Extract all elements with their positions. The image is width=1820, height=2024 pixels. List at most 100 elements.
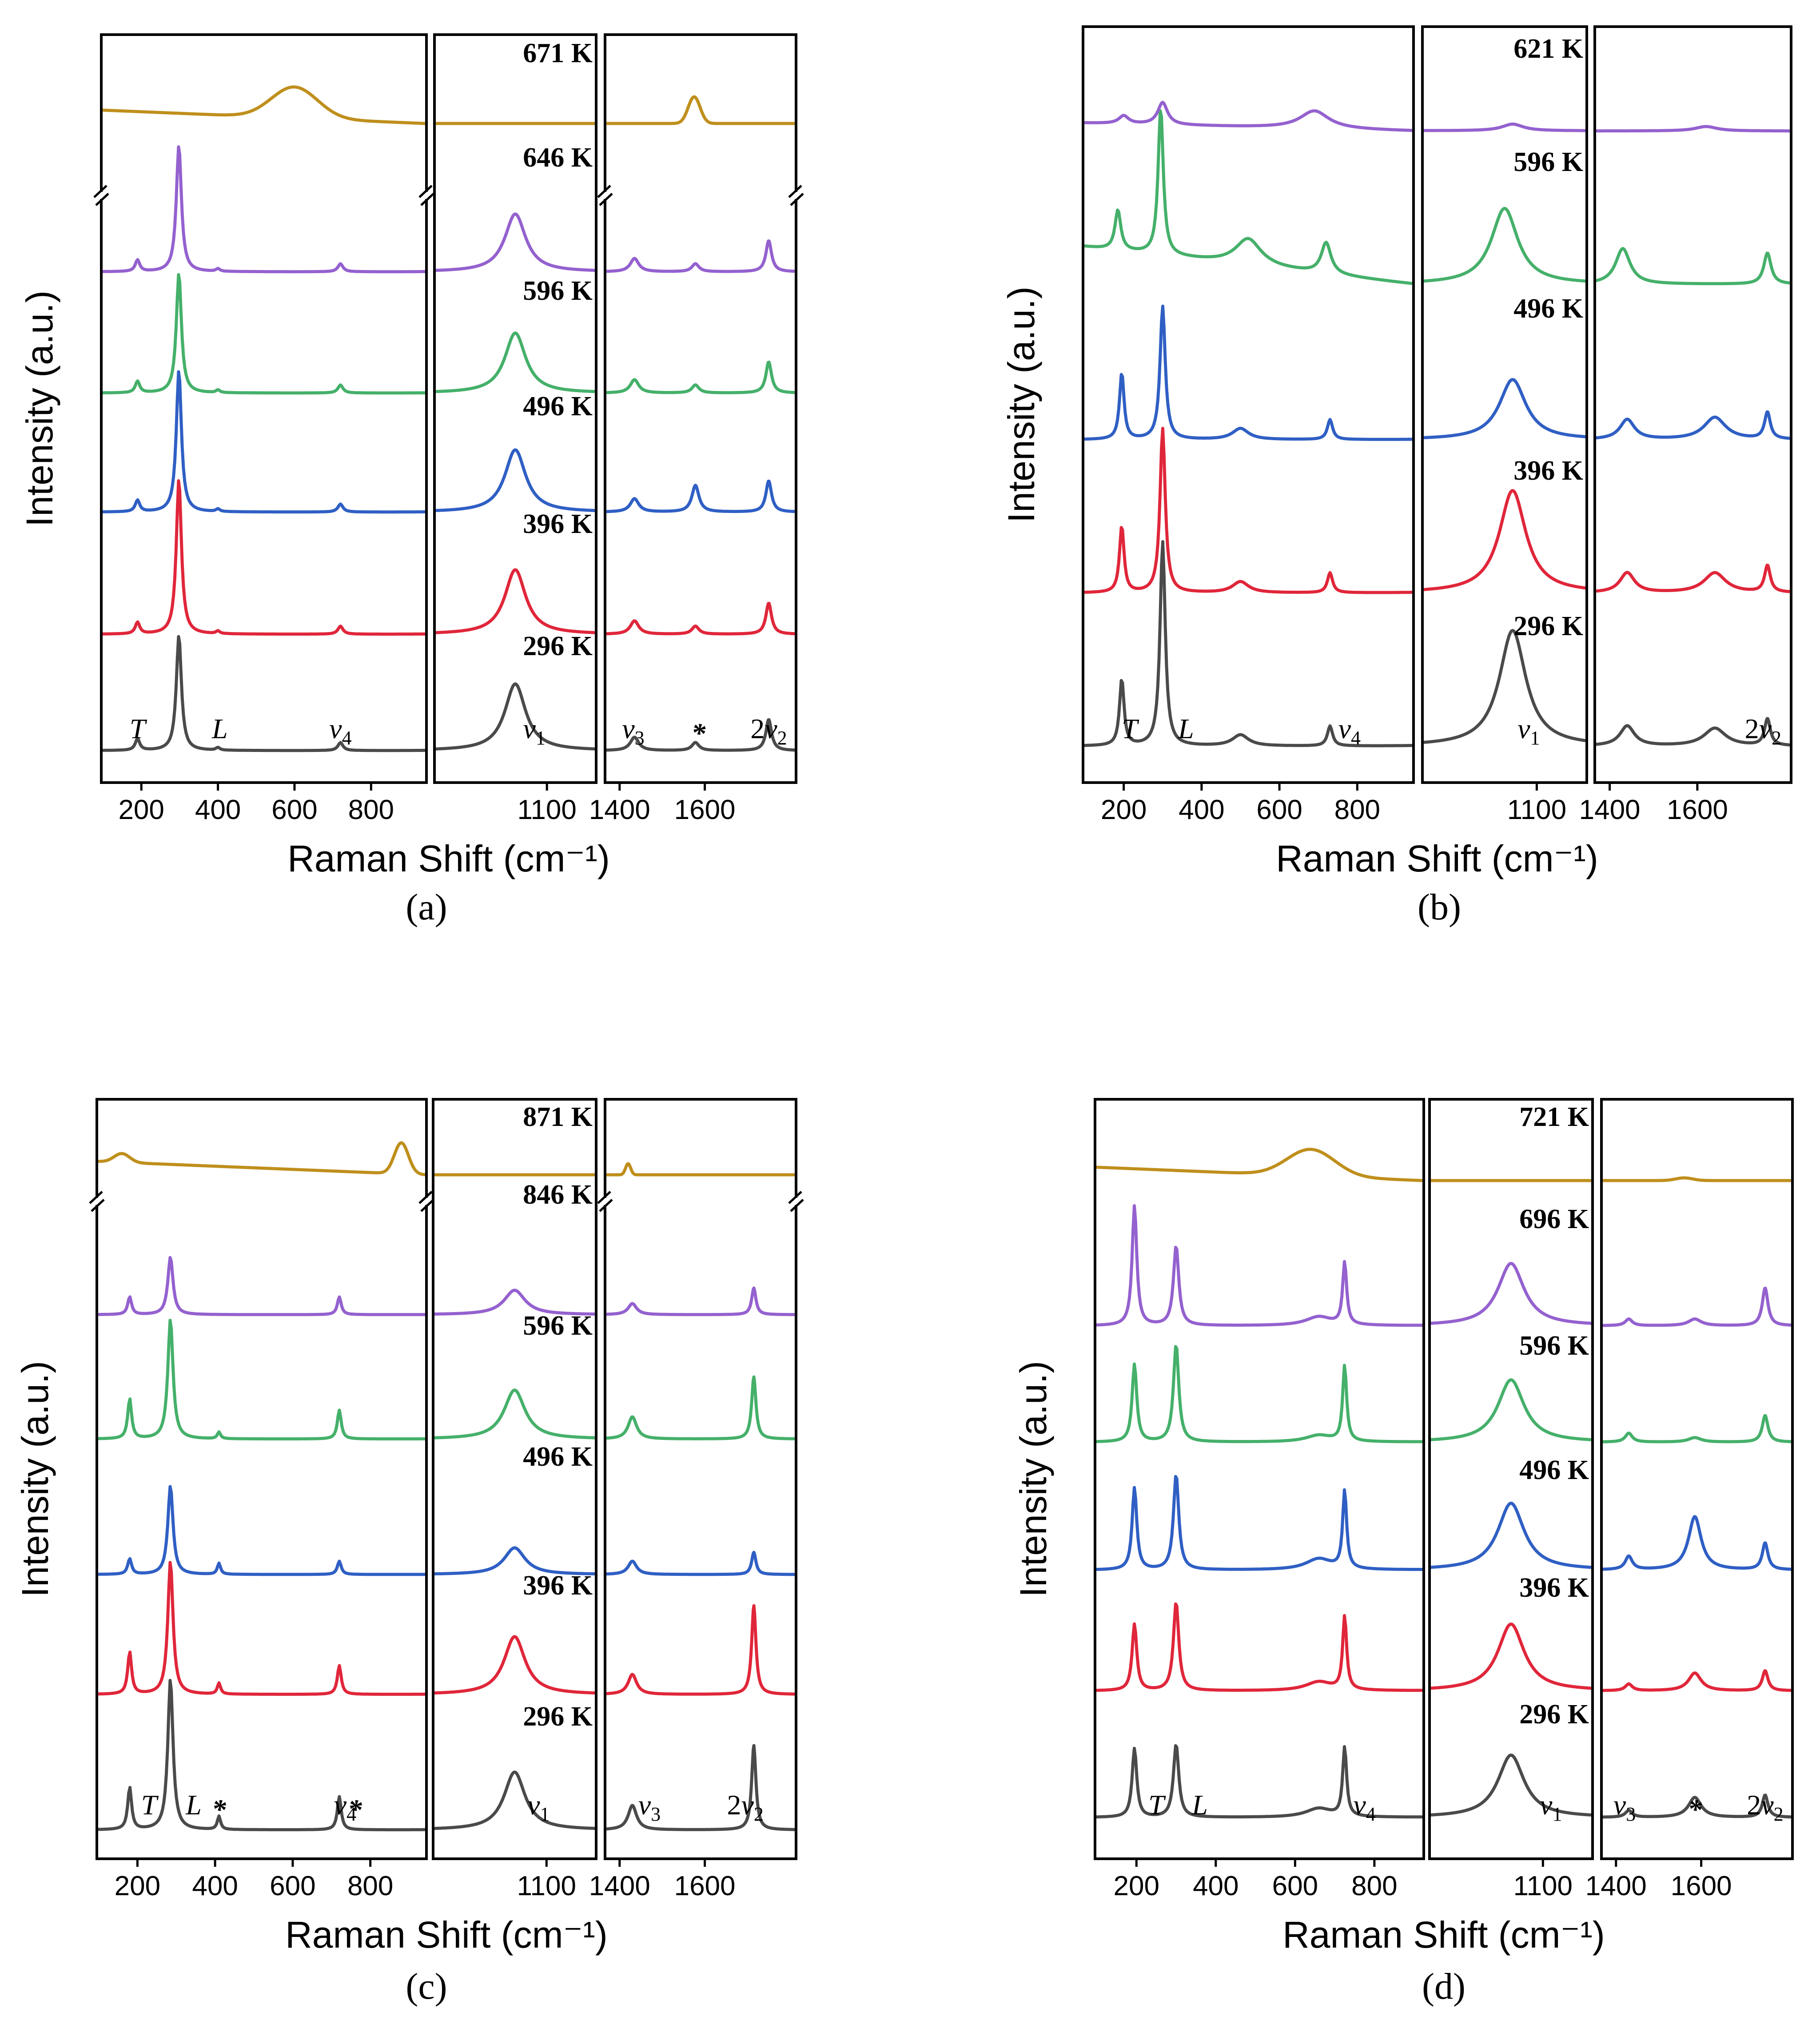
series-496-K xyxy=(1083,304,1791,441)
plot-frame-2 xyxy=(432,1098,597,1860)
peak-annotation: 2v2 xyxy=(1745,713,1781,749)
trace-296-K-seg2 xyxy=(1430,1754,1593,1817)
trace-696-K-seg1 xyxy=(1095,1204,1424,1327)
trace-646-K-seg3 xyxy=(605,239,796,273)
temperature-label: 296 K xyxy=(523,631,593,661)
temperature-label: 496 K xyxy=(1513,294,1583,324)
trace-296-K-seg2 xyxy=(1422,629,1587,744)
trace-846-K-seg3 xyxy=(605,1286,796,1316)
trace-721-K-seg1 xyxy=(1095,1148,1424,1182)
series-396-K xyxy=(1095,1602,1792,1692)
trace-646-K-seg2 xyxy=(434,212,596,272)
series-396-K xyxy=(97,1561,796,1696)
series-396-K xyxy=(1083,426,1791,594)
peak-annotation: T xyxy=(1122,713,1139,744)
plot-frame-1 xyxy=(96,1098,428,1860)
x-tick-label: 800 xyxy=(1334,795,1380,825)
temperature-label: 396 K xyxy=(523,1571,593,1601)
series-621-K xyxy=(1083,100,1791,133)
axis-break-icon xyxy=(788,1191,804,1212)
y-axis-label: Intensity (a.u.) xyxy=(1012,1361,1054,1597)
trace-396-K-seg3 xyxy=(1601,1669,1792,1692)
plot-frame-3 xyxy=(604,33,797,784)
series-596-K xyxy=(101,273,796,395)
series-496-K xyxy=(97,1485,796,1576)
trace-646-K-seg1 xyxy=(101,145,426,274)
trace-671-K-seg1 xyxy=(101,85,426,125)
axis-break-icon xyxy=(418,185,434,206)
trace-496-K-seg2 xyxy=(434,448,596,512)
trace-496-K-seg2 xyxy=(433,1546,596,1575)
peak-annotation: L xyxy=(185,1789,202,1821)
x-tick-label: 600 xyxy=(271,795,317,825)
x-tick-label: 600 xyxy=(270,1871,315,1901)
y-axis-label: Intensity (a.u.) xyxy=(1000,286,1042,523)
peak-annotation: v1 xyxy=(527,1789,550,1825)
panel-label: (a) xyxy=(406,887,447,928)
trace-496-K-seg1 xyxy=(97,1485,426,1576)
plot-frame-2 xyxy=(1421,25,1588,784)
trace-596-K-seg1 xyxy=(1095,1345,1424,1443)
temperature-label: 871 K xyxy=(523,1102,593,1132)
y-axis-label: Intensity (a.u.) xyxy=(14,1361,56,1597)
peak-annotation: T xyxy=(1148,1789,1166,1821)
peak-annotation: v4 xyxy=(329,713,351,749)
trace-296-K-seg1 xyxy=(1095,1744,1424,1819)
axis-break-icon xyxy=(597,1191,613,1212)
trace-496-K-seg2 xyxy=(1430,1502,1593,1569)
peak-annotation: v1 xyxy=(523,713,546,749)
peak-annotation: * xyxy=(348,1793,362,1825)
x-tick-label: 200 xyxy=(1114,1871,1159,1901)
trace-296-K-seg3 xyxy=(1595,717,1791,747)
trace-296-K-seg2 xyxy=(433,1770,596,1830)
trace-296-K-seg2 xyxy=(434,682,596,751)
x-tick-label: 800 xyxy=(347,1871,393,1901)
peak-annotation: * xyxy=(691,717,706,749)
series-696-K xyxy=(1095,1204,1792,1327)
peak-annotation: v1 xyxy=(1517,713,1540,749)
x-tick-label: 1400 xyxy=(589,795,650,825)
trace-696-K-seg2 xyxy=(1430,1262,1593,1325)
panel-c: 296 K 396 K 496 K 596 K 846 K 871 K 200 400 600 8… xyxy=(14,1098,804,2007)
trace-496-K-seg3 xyxy=(1595,410,1791,440)
peak-annotation: T xyxy=(130,713,147,744)
peak-annotation: * xyxy=(1688,1793,1702,1825)
x-tick-label: 200 xyxy=(115,1871,160,1901)
plot-frame-3 xyxy=(1600,1098,1794,1860)
series-646-K xyxy=(101,145,796,274)
trace-396-K-seg2 xyxy=(433,1635,596,1695)
temperature-label: 621 K xyxy=(1513,34,1583,64)
peak-annotation: * xyxy=(212,1793,227,1825)
peak-annotation: v4 xyxy=(1338,713,1361,749)
x-axis-label: Raman Shift (cm⁻¹) xyxy=(1282,1914,1605,1956)
x-tick-label: 400 xyxy=(192,1871,238,1901)
trace-596-K-seg3 xyxy=(1595,247,1791,286)
axis-break-icon xyxy=(418,1191,434,1212)
series-296-K xyxy=(1095,1744,1792,1819)
trace-671-K-seg3 xyxy=(605,95,796,125)
plot-frame-2 xyxy=(1428,1098,1594,1860)
trace-846-K-seg1 xyxy=(97,1256,426,1316)
x-tick-label: 800 xyxy=(348,795,394,825)
panel-b: 296 K 396 K 496 K 596 K 621 K 200 400 600 800 110… xyxy=(1000,25,1792,928)
series-596-K xyxy=(1095,1345,1792,1443)
panel-a: 296 K 396 K 496 K 596 K 646 K 671 K 200 400 600 8… xyxy=(19,33,804,928)
temperature-label: 296 K xyxy=(1513,611,1583,641)
axis-break-icon xyxy=(89,1191,105,1212)
series-596-K xyxy=(1083,109,1791,286)
temperature-label: 396 K xyxy=(1519,1573,1589,1603)
temperature-label: 496 K xyxy=(1519,1455,1589,1485)
trace-396-K-seg2 xyxy=(434,568,596,634)
trace-396-K-seg3 xyxy=(605,1604,796,1696)
trace-696-K-seg3 xyxy=(1601,1287,1792,1327)
plot-frame-3 xyxy=(1593,25,1792,784)
y-axis-label: Intensity (a.u.) xyxy=(19,290,60,527)
trace-396-K-seg3 xyxy=(605,602,796,636)
series-496-K xyxy=(1095,1475,1792,1571)
plot-frame-3 xyxy=(604,1098,797,1860)
series-846-K xyxy=(97,1256,796,1316)
panel-label: (b) xyxy=(1418,887,1461,928)
x-tick-label: 1100 xyxy=(1513,1871,1573,1901)
trace-596-K-seg1 xyxy=(1083,109,1414,285)
trace-296-K-seg1 xyxy=(101,635,426,752)
